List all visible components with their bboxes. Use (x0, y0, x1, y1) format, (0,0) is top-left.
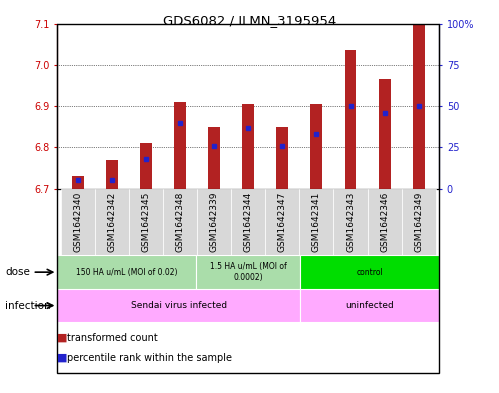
Bar (402, 189, 436, 255)
Bar (413, 24, 425, 189)
Text: GSM1642345: GSM1642345 (142, 192, 151, 252)
Text: GSM1642344: GSM1642344 (244, 192, 253, 252)
Bar (57, 289, 300, 322)
Text: GDS6082 / ILMN_3195954: GDS6082 / ILMN_3195954 (163, 14, 336, 27)
Bar (140, 143, 152, 189)
Bar (379, 79, 391, 189)
Bar (208, 127, 220, 189)
Bar (300, 255, 439, 289)
Bar (300, 289, 439, 322)
Bar (95, 189, 129, 255)
Text: percentile rank within the sample: percentile rank within the sample (67, 353, 233, 363)
Text: GSM1642348: GSM1642348 (176, 192, 185, 252)
Bar (333, 189, 368, 255)
Bar (61, 189, 95, 255)
Text: uninfected: uninfected (345, 301, 394, 310)
Text: GSM1642343: GSM1642343 (346, 192, 355, 252)
Text: GSM1642339: GSM1642339 (210, 192, 219, 252)
Text: GSM1642347: GSM1642347 (278, 192, 287, 252)
Text: control: control (356, 268, 383, 277)
Text: GSM1642346: GSM1642346 (380, 192, 389, 252)
Text: 1.5 HA u/mL (MOI of
0.0002): 1.5 HA u/mL (MOI of 0.0002) (210, 263, 286, 282)
Text: Sendai virus infected: Sendai virus infected (131, 301, 227, 310)
Text: GSM1642349: GSM1642349 (414, 192, 423, 252)
Text: dose: dose (5, 267, 30, 277)
Text: infection: infection (5, 301, 50, 310)
Text: 150 HA u/mL (MOI of 0.02): 150 HA u/mL (MOI of 0.02) (76, 268, 178, 277)
Text: ■: ■ (57, 333, 68, 343)
Bar (57, 255, 196, 289)
Text: ■: ■ (57, 353, 68, 363)
Bar (106, 160, 118, 189)
Bar (265, 189, 299, 255)
Text: transformed count: transformed count (67, 333, 158, 343)
Bar (129, 189, 163, 255)
Bar (163, 189, 197, 255)
Text: GSM1642342: GSM1642342 (107, 192, 116, 252)
Bar (276, 127, 288, 189)
Bar (231, 189, 265, 255)
Bar (174, 102, 186, 189)
Text: GSM1642340: GSM1642340 (73, 192, 82, 252)
Text: GSM1642341: GSM1642341 (312, 192, 321, 252)
Bar (243, 104, 254, 189)
Bar (196, 255, 300, 289)
Bar (197, 189, 231, 255)
Bar (310, 104, 322, 189)
Bar (72, 176, 84, 189)
Bar (299, 189, 333, 255)
Bar (368, 189, 402, 255)
Bar (344, 50, 356, 189)
